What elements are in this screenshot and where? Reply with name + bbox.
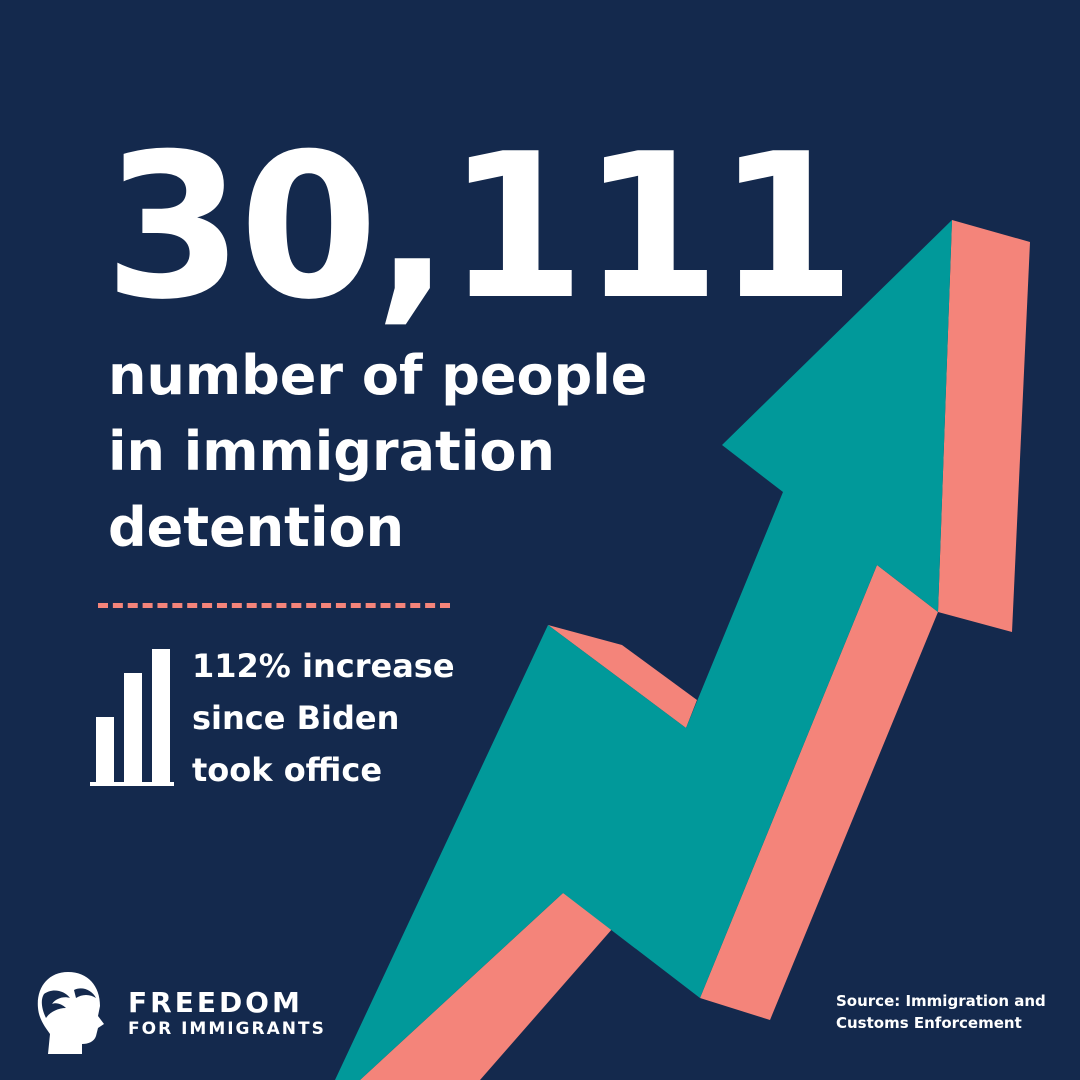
stat-line-3: took office — [192, 751, 383, 789]
dashed-divider — [98, 603, 450, 608]
headline-description: number of people in immigration detentio… — [108, 338, 668, 566]
stat-line-1: 112% increase — [192, 647, 455, 685]
brand-line-1: FREEDOM — [128, 986, 303, 1019]
headline-line-3: detention — [108, 496, 405, 559]
headline-number: 30,111 — [104, 111, 856, 344]
arrow-side-lower — [360, 893, 620, 1080]
profile-head-logo-icon — [37, 972, 104, 1054]
arrow-side-head — [938, 220, 1030, 632]
headline-line-1: number of people — [108, 344, 648, 407]
stat-line-2: since Biden — [192, 699, 400, 737]
brand-line-2: FOR IMMIGRANTS — [128, 1019, 326, 1039]
bar-chart-icon — [90, 649, 174, 786]
brand-wordmark: FREEDOM FOR IMMIGRANTS — [128, 988, 326, 1040]
arrow-side-long — [700, 565, 938, 1020]
arrow-side-middle-step — [548, 625, 697, 728]
source-citation: Source: Immigration and Customs Enforcem… — [836, 990, 1066, 1034]
headline-line-2: in immigration — [108, 420, 555, 483]
source-line-1: Source: Immigration and — [836, 992, 1046, 1010]
arrow-face — [335, 220, 952, 1080]
increase-stat: 112% increase since Biden took office — [192, 640, 492, 796]
source-line-2: Customs Enforcement — [836, 1014, 1022, 1032]
